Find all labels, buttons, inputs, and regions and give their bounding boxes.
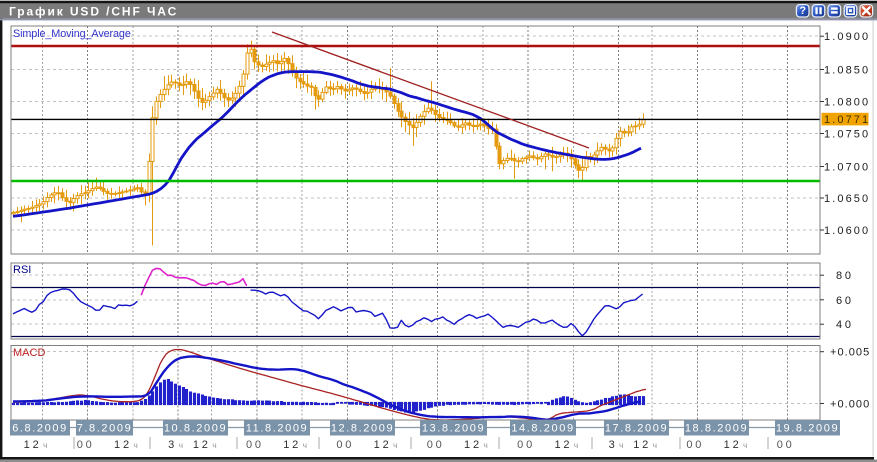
svg-text:00: 00	[336, 439, 354, 451]
svg-text:1.0771: 1.0771	[824, 114, 870, 126]
svg-text:17.8.2009: 17.8.2009	[605, 423, 668, 435]
svg-text:1.0850: 1.0850	[824, 65, 870, 77]
svg-text:12: 12	[554, 439, 572, 451]
svg-text:MACD: MACD	[13, 347, 45, 359]
svg-text:Simple_Moving_Average: Simple_Moving_Average	[13, 28, 131, 40]
svg-text:ч: ч	[483, 440, 487, 450]
svg-text:19.8.2009: 19.8.2009	[776, 423, 839, 435]
svg-text:12: 12	[24, 439, 42, 451]
svg-text:ч: ч	[179, 440, 183, 450]
svg-text:40: 40	[836, 319, 854, 331]
svg-text:ч: ч	[43, 440, 47, 450]
svg-text:График USD /CHF ЧАС: График USD /CHF ЧАС	[9, 4, 178, 18]
svg-text:ч: ч	[574, 440, 578, 450]
svg-text:ч: ч	[303, 440, 307, 450]
svg-text:80: 80	[836, 270, 854, 282]
svg-text:00: 00	[517, 439, 535, 451]
svg-text:13.8.2009: 13.8.2009	[422, 423, 485, 435]
svg-text:1.0750: 1.0750	[824, 129, 870, 141]
svg-text:10.8.2009: 10.8.2009	[164, 423, 227, 435]
svg-text:7.8.2009: 7.8.2009	[77, 423, 133, 435]
svg-text:12: 12	[724, 439, 742, 451]
svg-text:1.0800: 1.0800	[824, 97, 870, 109]
svg-text:ч: ч	[393, 440, 397, 450]
svg-text:00: 00	[246, 439, 264, 451]
svg-text:12: 12	[464, 439, 482, 451]
svg-text:1.0900: 1.0900	[824, 31, 870, 43]
svg-text:1.0650: 1.0650	[824, 193, 870, 205]
svg-text:6.8.2009: 6.8.2009	[12, 423, 68, 435]
svg-text:18.8.2009: 18.8.2009	[685, 423, 748, 435]
svg-text:00: 00	[777, 439, 795, 451]
svg-text:3: 3	[168, 439, 177, 451]
svg-text:ч: ч	[619, 440, 623, 450]
svg-text:1.0700: 1.0700	[824, 162, 870, 174]
svg-text:ч: ч	[653, 440, 657, 450]
svg-text:12: 12	[114, 439, 132, 451]
svg-text:12: 12	[374, 439, 392, 451]
svg-text:12: 12	[193, 439, 211, 451]
svg-text:12.8.2009: 12.8.2009	[331, 423, 394, 435]
svg-text:60: 60	[836, 295, 854, 307]
svg-text:00: 00	[77, 439, 95, 451]
svg-text:00: 00	[427, 439, 445, 451]
svg-text:12: 12	[283, 439, 301, 451]
svg-text:11.8.2009: 11.8.2009	[246, 423, 309, 435]
svg-text:00: 00	[686, 439, 704, 451]
svg-text:+0.005: +0.005	[830, 347, 870, 359]
svg-text:14.8.2009: 14.8.2009	[511, 423, 574, 435]
svg-text:ч: ч	[212, 440, 216, 450]
svg-text:1.0600: 1.0600	[824, 225, 870, 237]
svg-text:ч: ч	[743, 440, 747, 450]
svg-text:ч: ч	[133, 440, 137, 450]
svg-text:+0.000: +0.000	[830, 399, 870, 411]
svg-text:3: 3	[609, 439, 618, 451]
svg-text:?: ?	[799, 5, 806, 17]
svg-text:12: 12	[633, 439, 651, 451]
svg-text:RSI: RSI	[13, 264, 31, 276]
